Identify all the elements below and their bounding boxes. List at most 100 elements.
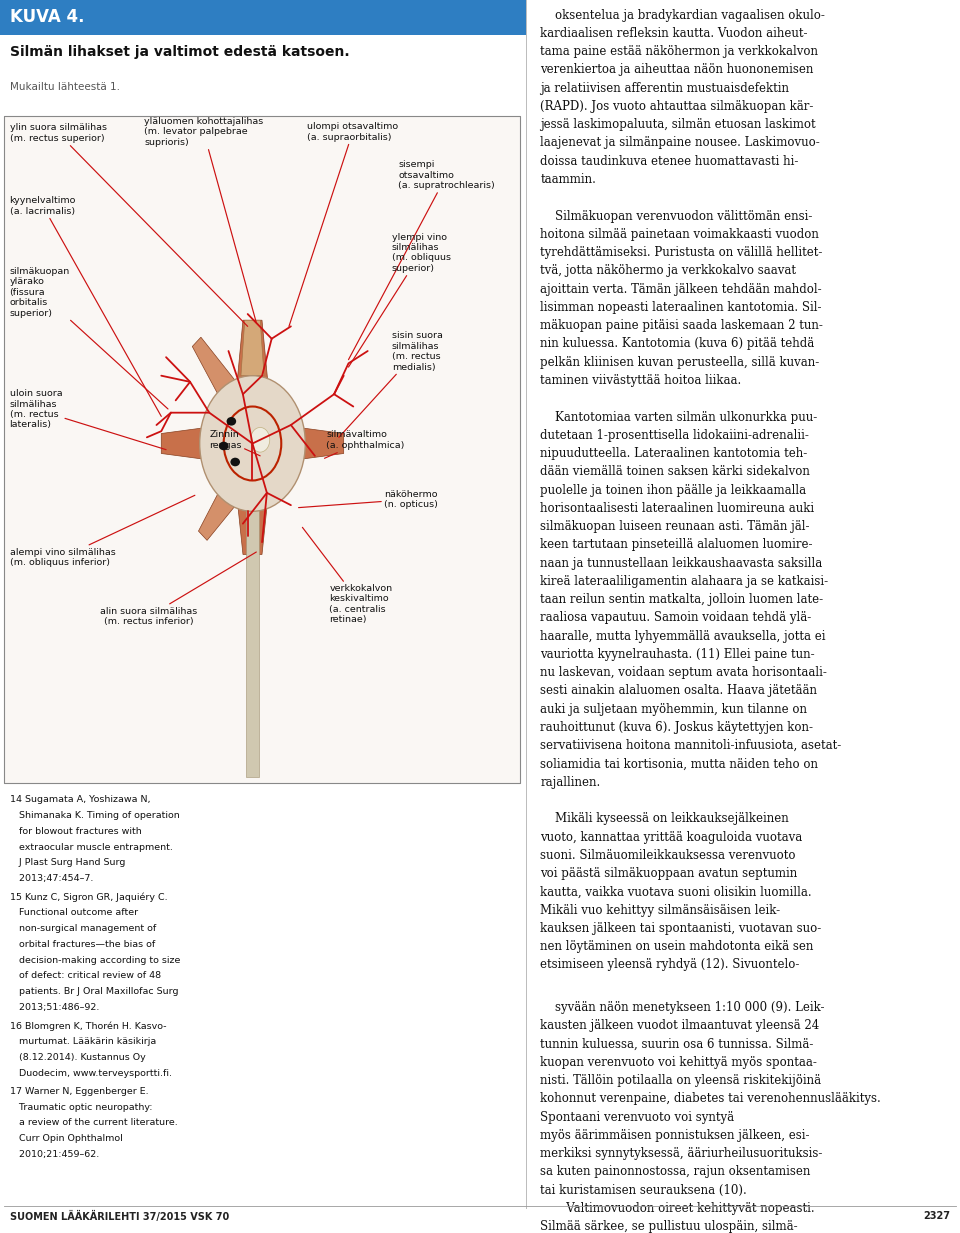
Text: silmäkuopan luiseen reunaan asti. Tämän jäl-: silmäkuopan luiseen reunaan asti. Tämän … [540,520,810,533]
Polygon shape [231,444,274,555]
Text: laajenevat ja silmänpaine nousee. Laskimovuo-: laajenevat ja silmänpaine nousee. Laskim… [540,137,820,149]
Bar [4,116,520,783]
Text: dään viemällä toinen saksen kärki sidekalvon: dään viemällä toinen saksen kärki sideka… [540,465,810,478]
Text: haaralle, mutta lyhyemmällä avauksella, jotta ei: haaralle, mutta lyhyemmällä avauksella, … [540,630,826,642]
Text: (8.12.2014). Kustannus Oy: (8.12.2014). Kustannus Oy [10,1053,145,1062]
Bar [246,499,259,777]
Text: horisontaalisesti lateraalinen luomireuna auki: horisontaalisesti lateraalinen luomireun… [540,502,815,515]
Text: Zinnin
rengas: Zinnin rengas [209,430,260,456]
Text: keen tartutaan pinseteillä alaluomen luomire-: keen tartutaan pinseteillä alaluomen luo… [540,539,813,551]
Text: patients. Br J Oral Maxillofac Surg: patients. Br J Oral Maxillofac Surg [10,988,179,996]
Text: auki ja suljetaan myöhemmin, kun tilanne on: auki ja suljetaan myöhemmin, kun tilanne… [540,703,807,715]
Polygon shape [199,464,252,540]
Text: naan ja tunnustellaan leikkaushaavasta saksilla: naan ja tunnustellaan leikkaushaavasta s… [540,556,823,570]
Text: KUVA 4.: KUVA 4. [10,9,84,26]
Text: Valtimovuodon oireet kehittyvät nopeasti.: Valtimovuodon oireet kehittyvät nopeasti… [540,1202,815,1215]
Text: silmävaltimo
(a. ophthalmica): silmävaltimo (a. ophthalmica) [324,430,405,459]
Text: sisin suora
silmälihas
(m. rectus
medialis): sisin suora silmälihas (m. rectus medial… [339,332,443,438]
Text: kyynelvaltimo
(a. lacrimalis): kyynelvaltimo (a. lacrimalis) [10,196,161,417]
Text: 14 Sugamata A, Yoshizawa N,: 14 Sugamata A, Yoshizawa N, [10,795,150,804]
Circle shape [251,428,270,453]
Text: kautta, vaikka vuotava suoni olisikin luomilla.: kautta, vaikka vuotava suoni olisikin lu… [540,885,812,899]
Text: 17 Warner N, Eggenberger E.: 17 Warner N, Eggenberger E. [10,1086,148,1096]
Text: SUOMEN LÄÄKÄRILEHTI 37/2015 VSK 70: SUOMEN LÄÄKÄRILEHTI 37/2015 VSK 70 [10,1211,228,1222]
Text: Functional outcome after: Functional outcome after [10,909,137,917]
Text: Kantotomiaa varten silmän ulkonurkka puu-: Kantotomiaa varten silmän ulkonurkka puu… [540,411,818,424]
Text: rajallinen.: rajallinen. [540,776,601,789]
Text: yläluomen kohottajalihas
(m. levator palpebrae
suprioris): yläluomen kohottajalihas (m. levator pal… [144,117,263,323]
Text: kireä lateraaliligamentin alahaara ja se katkaisi-: kireä lateraaliligamentin alahaara ja se… [540,575,828,588]
Text: suoni. Silmäuomileikkauksessa verenvuoto: suoni. Silmäuomileikkauksessa verenvuoto [540,848,796,862]
Text: Traumatic optic neuropathy:: Traumatic optic neuropathy: [10,1102,152,1111]
Text: 2010;21:459–62.: 2010;21:459–62. [10,1150,99,1159]
Polygon shape [252,422,344,466]
Text: nen löytäminen on usein mahdotonta eikä sen: nen löytäminen on usein mahdotonta eikä … [540,940,814,953]
Text: raaliosa vapautuu. Samoin voidaan tehdä ylä-: raaliosa vapautuu. Samoin voidaan tehdä … [540,612,812,624]
Text: Silmäkuopan verenvuodon välittömän ensi-: Silmäkuopan verenvuodon välittömän ensi- [540,210,813,223]
Text: tunnin kuluessa, suurin osa 6 tunnissa. Silmä-: tunnin kuluessa, suurin osa 6 tunnissa. … [540,1038,814,1051]
Text: tama paine estää näköhermon ja verkkokalvon: tama paine estää näköhermon ja verkkokal… [540,46,819,58]
Text: servatiivisena hoitona mannitoli-infuusiota, asetat-: servatiivisena hoitona mannitoli-infuusi… [540,739,842,752]
Polygon shape [231,321,274,444]
Text: taammin.: taammin. [540,173,596,186]
Polygon shape [192,337,252,423]
Text: taminen viivästyttää hoitoa liikaa.: taminen viivästyttää hoitoa liikaa. [540,374,742,387]
Text: J Plast Surg Hand Surg: J Plast Surg Hand Surg [10,858,125,867]
Text: pelkän kliinisen kuvan perusteella, sillä kuvan-: pelkän kliinisen kuvan perusteella, sill… [540,355,820,369]
Text: hoitona silmää painetaan voimakkaasti vuodon: hoitona silmää painetaan voimakkaasti vu… [540,228,819,240]
Text: dutetaan 1-prosenttisella lidokaiini-adrenalii-: dutetaan 1-prosenttisella lidokaiini-adr… [540,429,809,441]
Text: lisimman nopeasti lateraalinen kantotomia. Sil-: lisimman nopeasti lateraalinen kantotomi… [540,301,822,314]
Text: 2327: 2327 [924,1211,950,1221]
Text: nu laskevan, voidaan septum avata horisontaali-: nu laskevan, voidaan septum avata horiso… [540,666,828,679]
Text: kauksen jälkeen tai spontaanisti, vuotavan suo-: kauksen jälkeen tai spontaanisti, vuotav… [540,922,822,935]
Text: sesti ainakin alaluomen osalta. Haava jätetään: sesti ainakin alaluomen osalta. Haava jä… [540,684,818,698]
Text: vauriotta kyynelrauhasta. (11) Ellei paine tun-: vauriotta kyynelrauhasta. (11) Ellei pai… [540,647,815,661]
Ellipse shape [219,441,228,450]
Text: ylin suora silmälihas
(m. rectus superior): ylin suora silmälihas (m. rectus superio… [10,123,248,327]
Text: näköhermo
(n. opticus): näköhermo (n. opticus) [299,490,438,509]
Ellipse shape [227,417,236,425]
Text: ulompi otsavaltimo
(a. supraorbitalis): ulompi otsavaltimo (a. supraorbitalis) [289,122,398,327]
Text: (RAPD). Jos vuoto ahtauttaa silmäkuopan kär-: (RAPD). Jos vuoto ahtauttaa silmäkuopan … [540,100,814,113]
Text: ja relatiivisen afferentin mustuaisdefektin: ja relatiivisen afferentin mustuaisdefek… [540,81,789,95]
Text: jessä laskimopaluuta, silmän etuosan laskimot: jessä laskimopaluuta, silmän etuosan las… [540,118,816,131]
Text: voi päästä silmäkuoppaan avatun septumin: voi päästä silmäkuoppaan avatun septumin [540,867,798,880]
Text: 15 Kunz C, Sigron GR, Jaquiéry C.: 15 Kunz C, Sigron GR, Jaquiéry C. [10,893,167,903]
Text: verkkokalvon
keskivaltimo
(a. centralis
retinae): verkkokalvon keskivaltimo (a. centralis … [302,528,393,624]
Text: rauhoittunut (kuva 6). Joskus käytettyjen kon-: rauhoittunut (kuva 6). Joskus käytettyje… [540,721,813,734]
Text: syvään näön menetykseen 1:10 000 (9). Leik-: syvään näön menetykseen 1:10 000 (9). Le… [540,1001,825,1015]
Text: kohonnut verenpaine, diabetes tai verenohennuslääkitys.: kohonnut verenpaine, diabetes tai vereno… [540,1092,881,1106]
Text: extraocular muscle entrapment.: extraocular muscle entrapment. [10,842,173,852]
Text: puolelle ja toinen ihon päälle ja leikkaamalla: puolelle ja toinen ihon päälle ja leikka… [540,483,806,497]
Text: oksentelua ja bradykardian vagaalisen okulo-: oksentelua ja bradykardian vagaalisen ok… [540,9,826,22]
Text: non-surgical management of: non-surgical management of [10,924,156,933]
Text: 16 Blomgren K, Thorén H. Kasvo-: 16 Blomgren K, Thorén H. Kasvo- [10,1021,166,1031]
Text: Duodecim, www.terveysportti.fi.: Duodecim, www.terveysportti.fi. [10,1069,172,1078]
Text: Silmän lihakset ja valtimot edestä katsoen.: Silmän lihakset ja valtimot edestä katso… [10,44,349,59]
Text: myös äärimmäisen ponnistuksen jälkeen, esi-: myös äärimmäisen ponnistuksen jälkeen, e… [540,1129,810,1142]
Text: Spontaani verenvuoto voi syntyä: Spontaani verenvuoto voi syntyä [540,1111,734,1123]
Text: taan reilun sentin matkalta, jolloin luomen late-: taan reilun sentin matkalta, jolloin luo… [540,593,824,607]
Text: of defect: critical review of 48: of defect: critical review of 48 [10,972,160,980]
Text: tvä, jotta näköhermo ja verkkokalvo saavat: tvä, jotta näköhermo ja verkkokalvo saav… [540,264,797,277]
Text: kausten jälkeen vuodot ilmaantuvat yleensä 24: kausten jälkeen vuodot ilmaantuvat yleen… [540,1020,820,1032]
Ellipse shape [200,376,305,512]
Text: Silmää särkee, se pullistuu ulospäin, silmä-: Silmää särkee, se pullistuu ulospäin, si… [540,1221,798,1233]
Text: uloin suora
silmälihas
(m. rectus
lateralis): uloin suora silmälihas (m. rectus latera… [10,390,166,450]
Text: orbital fractures—the bias of: orbital fractures—the bias of [10,940,155,948]
Polygon shape [241,321,264,376]
Text: Curr Opin Ophthalmol: Curr Opin Ophthalmol [10,1134,122,1143]
Text: a review of the current literature.: a review of the current literature. [10,1118,178,1127]
Ellipse shape [230,457,240,466]
Text: alin suora silmälihas
(m. rectus inferior): alin suora silmälihas (m. rectus inferio… [100,552,256,626]
Text: tai kuristamisen seurauksena (10).: tai kuristamisen seurauksena (10). [540,1184,747,1197]
Text: doissa taudinkuva etenee huomattavasti hi-: doissa taudinkuva etenee huomattavasti h… [540,154,799,168]
Text: mäkuopan paine pitäisi saada laskemaan 2 tun-: mäkuopan paine pitäisi saada laskemaan 2… [540,319,824,332]
Text: ajoittain verta. Tämän jälkeen tehdään mahdol-: ajoittain verta. Tämän jälkeen tehdään m… [540,282,822,296]
Text: silmäkuopan
ylärako
(fissura
orbitalis
superior): silmäkuopan ylärako (fissura orbitalis s… [10,266,168,409]
Text: 2013;51:486–92.: 2013;51:486–92. [10,1002,99,1012]
Text: alempi vino silmälihas
(m. obliquus inferior): alempi vino silmälihas (m. obliquus infe… [10,496,195,567]
Text: kardiaalisen refleksin kautta. Vuodon aiheut-: kardiaalisen refleksin kautta. Vuodon ai… [540,27,808,39]
Text: sisempi
otsavaltimo
(a. supratrochlearis): sisempi otsavaltimo (a. supratrochlearis… [348,160,495,360]
Text: Mikäli kyseessä on leikkauksejälkeinen: Mikäli kyseessä on leikkauksejälkeinen [540,813,789,825]
